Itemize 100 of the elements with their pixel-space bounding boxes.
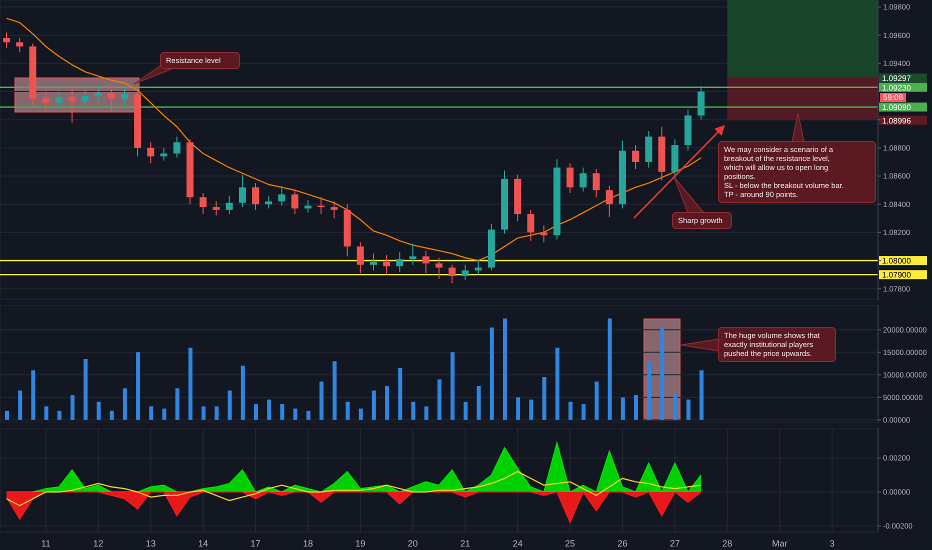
bar xyxy=(358,408,363,420)
bar xyxy=(620,397,625,420)
x-tick-label: 20 xyxy=(408,538,418,548)
bar xyxy=(568,402,572,420)
bar xyxy=(188,348,192,420)
candlestick xyxy=(252,182,260,210)
candlestick xyxy=(160,147,168,162)
ref-line-label: 1.09090 xyxy=(882,103,912,112)
x-tick-label: 18 xyxy=(302,538,313,548)
bar xyxy=(320,382,324,420)
bar xyxy=(700,370,704,420)
bar xyxy=(18,390,22,420)
x-tick-label: Mar xyxy=(772,538,788,548)
candlestick xyxy=(698,85,705,120)
x-tick-label: 13 xyxy=(146,538,156,548)
x-tick-label: 3 xyxy=(830,538,835,548)
ref-line-label: 1.09230 xyxy=(882,83,912,92)
bar xyxy=(437,379,442,420)
bar xyxy=(476,386,481,420)
bar xyxy=(70,395,75,420)
candlestick xyxy=(68,88,76,124)
bar xyxy=(44,406,48,420)
candlestick xyxy=(120,86,128,106)
x-tick-label: 28 xyxy=(722,538,732,548)
candlestick xyxy=(108,88,115,112)
bar xyxy=(502,318,507,420)
bar xyxy=(516,397,520,420)
bar xyxy=(346,402,350,420)
candlestick xyxy=(291,190,298,215)
candlestick xyxy=(580,167,587,192)
candlestick xyxy=(396,252,404,272)
bar xyxy=(398,368,402,420)
x-tick-label: 14 xyxy=(198,538,208,548)
candlestick xyxy=(318,196,325,215)
bar xyxy=(293,408,298,420)
ref-line-label: 1.08000 xyxy=(882,256,912,266)
bar xyxy=(280,404,284,420)
bar xyxy=(608,318,612,420)
bar xyxy=(411,402,416,420)
bar xyxy=(660,328,664,420)
x-tick-label: 12 xyxy=(93,538,104,548)
bar xyxy=(385,386,390,420)
bar xyxy=(372,390,376,420)
candlestick xyxy=(173,136,180,158)
candlestick xyxy=(82,90,89,108)
x-tick-label: 24 xyxy=(512,538,523,548)
bar xyxy=(240,366,245,420)
bar xyxy=(424,406,428,420)
candlestick xyxy=(462,264,469,281)
candlestick xyxy=(592,168,600,198)
candlestick xyxy=(383,254,390,276)
candlestick xyxy=(436,257,442,280)
candlestick xyxy=(238,174,246,208)
bar xyxy=(84,359,88,420)
bar xyxy=(31,370,36,420)
bar xyxy=(57,410,62,420)
bar xyxy=(175,388,180,420)
bar xyxy=(673,392,678,420)
candlestick xyxy=(94,85,102,102)
candlestick xyxy=(200,192,207,215)
band-label: 1.09297 xyxy=(882,74,912,83)
bar xyxy=(542,377,546,420)
bar xyxy=(5,410,9,420)
countdown-tag: 59:08 xyxy=(880,93,906,102)
bar xyxy=(450,352,455,420)
candlestick xyxy=(147,142,154,164)
x-tick-label: 17 xyxy=(250,538,261,548)
bar xyxy=(555,348,560,420)
bar xyxy=(332,361,337,420)
x-tick-label: 19 xyxy=(355,538,366,548)
candlestick xyxy=(527,209,534,242)
bar xyxy=(254,404,258,420)
x-tick-label: 26 xyxy=(617,538,628,548)
bar xyxy=(122,388,127,420)
bar xyxy=(634,395,638,420)
candlestick xyxy=(55,91,62,109)
bar xyxy=(202,406,206,420)
candlestick xyxy=(632,144,640,170)
candlestick xyxy=(212,200,220,216)
bar xyxy=(647,361,652,420)
candlestick xyxy=(474,258,482,276)
candlestick xyxy=(330,200,338,219)
x-tick-label: 25 xyxy=(565,538,576,548)
bar xyxy=(149,406,154,420)
candlestick xyxy=(278,185,286,206)
candlestick xyxy=(566,162,574,194)
x-tick-label: 27 xyxy=(670,538,680,548)
band-label: 1.08996 xyxy=(882,116,912,126)
bar xyxy=(228,390,232,420)
candlestick xyxy=(304,200,312,214)
x-tick-label: 11 xyxy=(41,538,51,548)
candlestick xyxy=(42,91,50,112)
bar xyxy=(267,400,272,420)
candlestick xyxy=(422,250,430,274)
candlestick xyxy=(356,242,364,274)
candlestick xyxy=(16,38,24,53)
candlestick xyxy=(448,264,456,284)
candlestick xyxy=(370,253,377,271)
bar xyxy=(594,382,599,420)
line-series xyxy=(6,18,702,262)
